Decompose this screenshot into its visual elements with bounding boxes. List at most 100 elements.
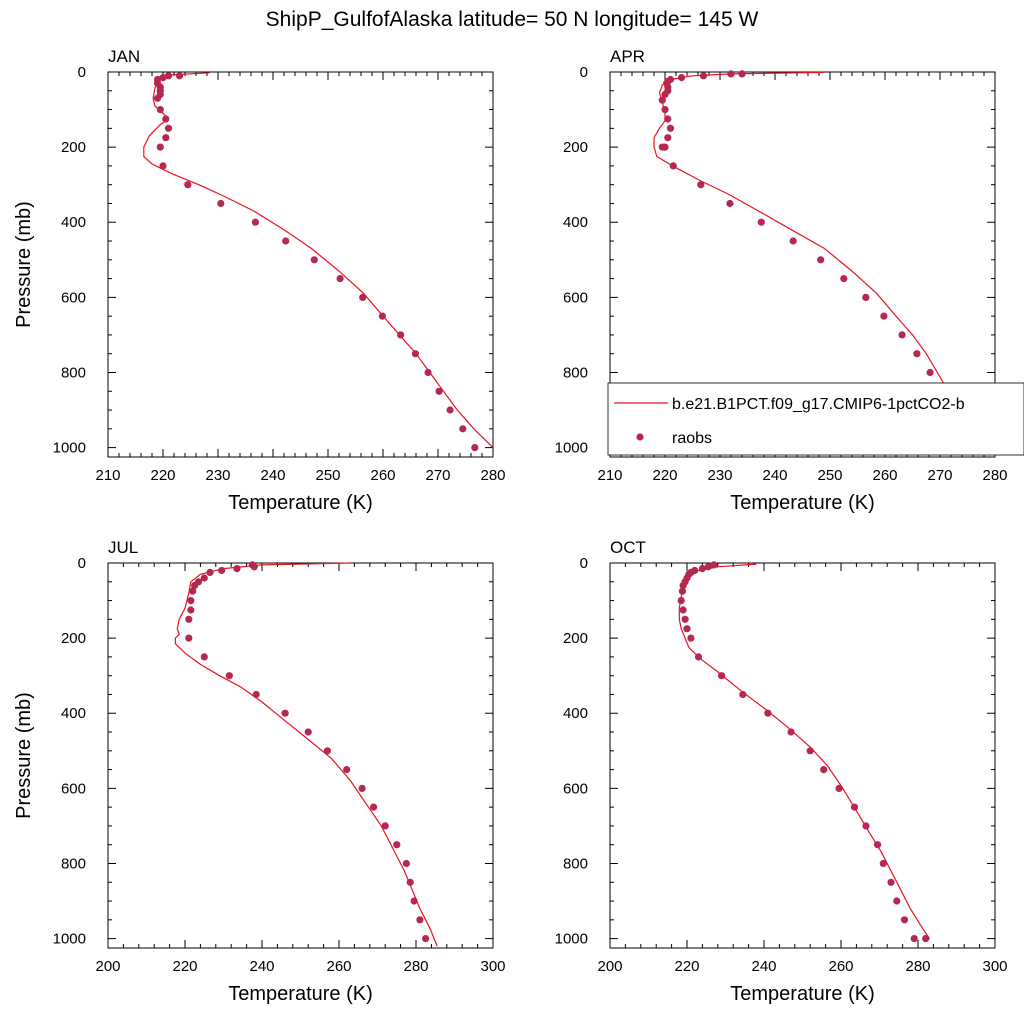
- y-tick-label: 1000: [555, 440, 588, 457]
- obs-point: [411, 350, 419, 358]
- obs-point: [159, 74, 167, 82]
- obs-point: [757, 218, 765, 226]
- obs-point: [359, 293, 367, 301]
- legend-box: [607, 382, 1024, 456]
- y-tick-label: 200: [563, 630, 588, 647]
- y-tick-label: 400: [61, 705, 86, 722]
- x-tick-label: 280: [982, 467, 1007, 484]
- obs-point: [658, 143, 666, 151]
- obs-point: [661, 90, 669, 99]
- x-axis-title: Temperature (K): [730, 983, 875, 1005]
- x-tick-label: 240: [762, 467, 787, 484]
- x-axis-title: Temperature (K): [228, 492, 373, 514]
- obs-point: [424, 368, 432, 377]
- x-tick-label: 300: [982, 958, 1007, 975]
- y-tick-label: 800: [563, 855, 588, 872]
- x-tick-label: 230: [205, 467, 230, 484]
- obs-point: [683, 625, 691, 633]
- x-tick-label: 270: [927, 467, 952, 484]
- x-tick-label: 200: [95, 958, 120, 975]
- x-tick-label: 280: [480, 467, 505, 484]
- obs-point: [187, 606, 195, 614]
- obs-point: [726, 199, 734, 208]
- y-tick-label: 200: [61, 630, 86, 647]
- obs-point: [250, 563, 258, 571]
- obs-point: [910, 935, 918, 943]
- y-tick-label: 0: [78, 555, 86, 572]
- obs-point: [156, 106, 164, 114]
- obs-point: [310, 256, 318, 264]
- obs-point: [281, 709, 289, 717]
- x-tick-label: 250: [817, 467, 842, 484]
- y-tick-label: 800: [61, 364, 86, 381]
- obs-point: [681, 615, 689, 623]
- x-tick-label: 240: [751, 958, 776, 975]
- obs-point: [687, 634, 695, 642]
- obs-point: [835, 784, 843, 793]
- y-tick-label: 200: [61, 139, 86, 156]
- panel-jul: 200 220 240 260 280 300 0 200 400 600 800 1000 JUL Te…: [13, 538, 506, 1005]
- obs-point: [378, 312, 386, 320]
- x-tick-label: 210: [597, 467, 622, 484]
- obs-point: [840, 275, 848, 283]
- obs-point: [704, 563, 712, 571]
- x-axis-title: Temperature (K): [228, 983, 373, 1005]
- obs-point: [679, 606, 687, 614]
- x-tick-label: 220: [652, 467, 677, 484]
- y-tick-label: 600: [563, 780, 588, 797]
- obs-point: [410, 897, 418, 905]
- obs-point: [678, 587, 687, 595]
- obs-point: [661, 106, 669, 114]
- plot-frame: [609, 71, 996, 458]
- x-tick-label: 270: [425, 467, 450, 484]
- obs-point: [789, 237, 797, 245]
- obs-point: [416, 916, 424, 924]
- obs-point: [679, 581, 687, 590]
- x-tick-label: 220: [172, 958, 197, 975]
- x-tick-label: 300: [480, 958, 505, 975]
- panel-label: JUL: [108, 538, 138, 557]
- obs-point: [251, 218, 259, 226]
- obs-point: [862, 822, 870, 830]
- y-tick-label: 400: [563, 214, 588, 231]
- y-tick-label: 600: [61, 289, 86, 306]
- legend-obs-label: raobs: [672, 430, 712, 447]
- x-tick-label: 260: [872, 467, 897, 484]
- model-profile-line: [143, 72, 494, 449]
- obs-point: [727, 70, 735, 78]
- plot-frame: [107, 71, 494, 458]
- obs-point: [164, 124, 173, 132]
- obs-point: [422, 935, 430, 943]
- obs-point: [874, 841, 882, 849]
- obs-point: [217, 199, 225, 208]
- y-tick-label: 1000: [53, 931, 86, 948]
- y-tick-label: 400: [563, 705, 588, 722]
- obs-point: [893, 897, 901, 905]
- obs-point: [336, 275, 344, 283]
- y-tick-label: 600: [61, 780, 86, 797]
- obs-point: [677, 597, 685, 605]
- obs-point: [206, 568, 214, 577]
- obs-point: [225, 672, 233, 680]
- obs-point: [787, 728, 795, 736]
- obs-point: [184, 181, 192, 189]
- obs-point: [664, 134, 672, 142]
- obs-point: [764, 709, 772, 717]
- obs-point: [435, 387, 443, 395]
- obs-point: [156, 143, 164, 151]
- obs-point: [402, 859, 410, 868]
- obs-point: [677, 74, 686, 82]
- obs-point: [718, 672, 726, 680]
- x-tick-label: 220: [674, 958, 699, 975]
- y-tick-label: 0: [78, 64, 86, 81]
- x-tick-label: 200: [597, 958, 622, 975]
- y-tick-label: 400: [61, 214, 86, 231]
- panel-jan: 210 220 230 240 250 260 270 280 0 200 400 600 800 100…: [13, 47, 506, 514]
- obs-point: [820, 766, 828, 774]
- obs-point: [698, 565, 707, 573]
- panels: 210 220 230 240 250 260 270 280 0 200 400 600 800 100…: [13, 47, 1008, 1005]
- legend: b.e21.B1PCT.f09_g17.CMIP6-1pctCO2-b raob…: [607, 382, 1024, 456]
- obs-point: [658, 96, 666, 104]
- figure-title: ShipP_GulfofAlaska latitude= 50 N longit…: [266, 8, 759, 31]
